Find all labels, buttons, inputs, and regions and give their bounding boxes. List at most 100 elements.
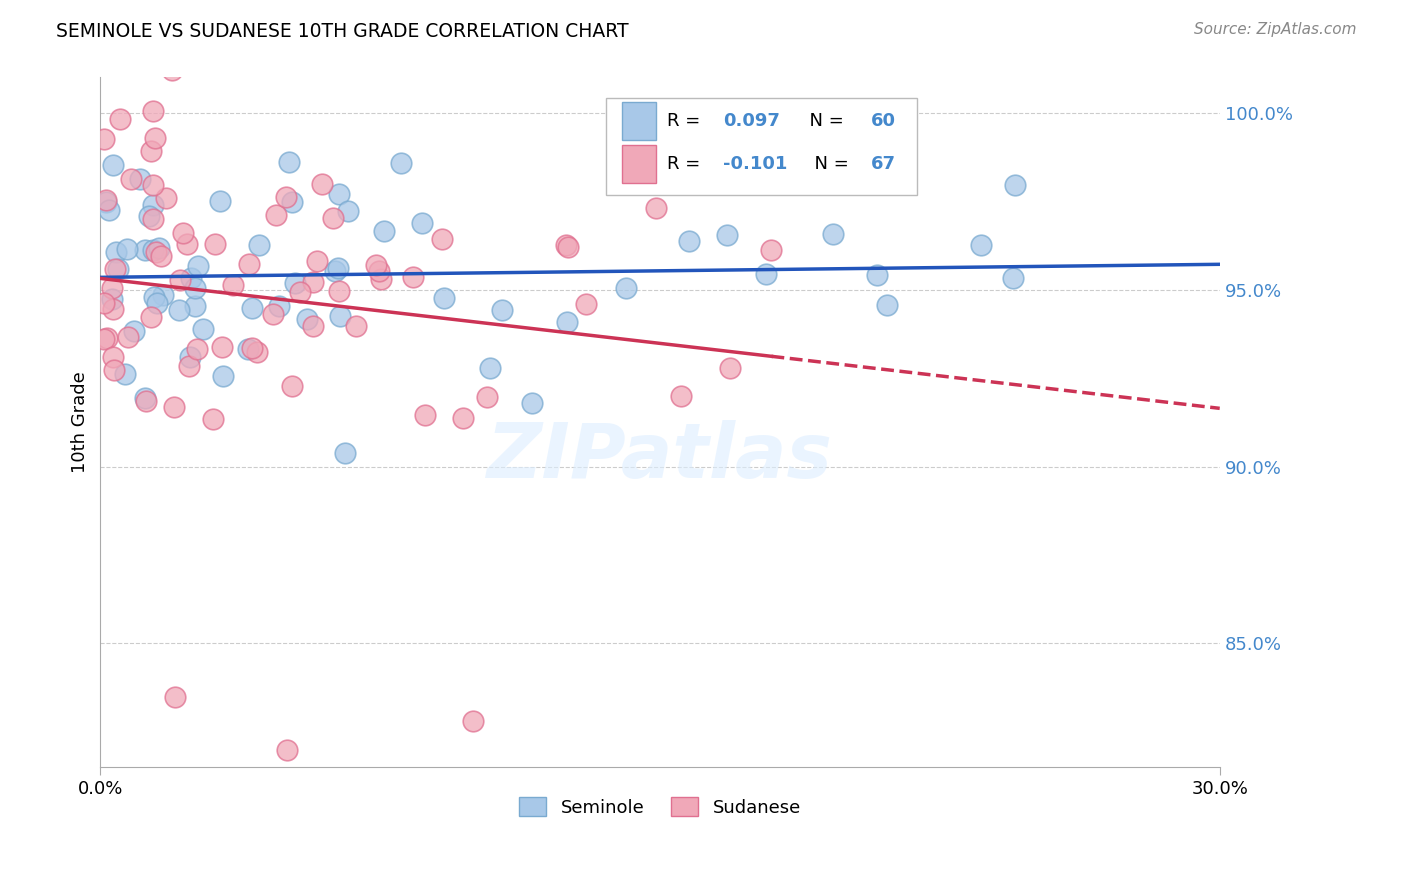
Point [866, 268, 889, 282]
Point [328, 261, 350, 276]
Point [142, 178, 165, 192]
Point [155, 191, 177, 205]
Point [555, 237, 578, 252]
Point [103, 350, 125, 364]
Point [328, 187, 350, 202]
Point [274, 190, 297, 204]
Point [391, 156, 413, 170]
Point [491, 302, 513, 317]
Point [149, 249, 172, 263]
Point [93, 332, 115, 346]
Point [179, 350, 201, 364]
Point [184, 281, 207, 295]
Point [142, 198, 165, 212]
Point [148, 241, 170, 255]
Point [281, 379, 304, 393]
Point [557, 240, 579, 254]
Point [368, 264, 391, 278]
Legend: Seminole, Sudanese: Seminole, Sudanese [512, 790, 808, 824]
Text: 0.097: 0.097 [723, 112, 779, 129]
Point [114, 367, 136, 381]
Point [222, 278, 245, 293]
Point [328, 284, 350, 298]
Point [145, 244, 167, 259]
Point [479, 360, 502, 375]
Point [96, 331, 118, 345]
Point [160, 63, 183, 78]
Point [281, 194, 304, 209]
Text: ZIPatlas: ZIPatlas [486, 420, 832, 494]
Bar [621, 102, 655, 140]
Point [614, 281, 637, 295]
Point [433, 291, 456, 305]
Point [246, 344, 269, 359]
Point [678, 234, 700, 248]
Point [373, 224, 395, 238]
Point [101, 292, 124, 306]
Point [322, 211, 344, 226]
Point [970, 237, 993, 252]
Point [134, 243, 156, 257]
Point [180, 270, 202, 285]
Point [186, 342, 208, 356]
Point [187, 259, 209, 273]
Point [876, 297, 898, 311]
Point [101, 302, 124, 317]
Point [821, 227, 844, 242]
Point [184, 299, 207, 313]
Point [100, 280, 122, 294]
Point [202, 412, 225, 426]
Point [96, 193, 118, 207]
Point [236, 342, 259, 356]
FancyBboxPatch shape [606, 98, 918, 194]
Point [411, 216, 433, 230]
Point [138, 209, 160, 223]
Point [755, 267, 778, 281]
Point [302, 318, 325, 333]
Point [142, 244, 165, 258]
Point [135, 393, 157, 408]
Point [139, 310, 162, 325]
Text: R =: R = [666, 112, 706, 129]
Point [142, 104, 165, 119]
Point [93, 132, 115, 146]
Point [93, 296, 115, 310]
Point [451, 411, 474, 425]
Point [240, 341, 263, 355]
Point [191, 322, 214, 336]
Text: 60: 60 [870, 112, 896, 129]
Point [139, 144, 162, 158]
Point [305, 254, 328, 268]
Point [172, 226, 194, 240]
Point [520, 396, 543, 410]
Point [107, 261, 129, 276]
Point [179, 359, 201, 373]
Point [329, 310, 352, 324]
Point [475, 390, 498, 404]
Text: SEMINOLE VS SUDANESE 10TH GRADE CORRELATION CHART: SEMINOLE VS SUDANESE 10TH GRADE CORRELAT… [56, 22, 628, 41]
Point [288, 285, 311, 300]
Text: -0.101: -0.101 [723, 155, 787, 173]
Point [146, 296, 169, 310]
Point [162, 401, 184, 415]
Point [267, 299, 290, 313]
Point [413, 408, 436, 422]
Point [336, 204, 359, 219]
Point [152, 288, 174, 302]
Point [238, 257, 260, 271]
Point [333, 446, 356, 460]
Point [716, 227, 738, 242]
Point [1001, 271, 1024, 285]
Point [370, 272, 392, 286]
Point [276, 742, 298, 756]
Point [463, 714, 485, 729]
Point [575, 297, 598, 311]
Point [264, 208, 287, 222]
Point [211, 340, 233, 354]
Text: R =: R = [666, 155, 706, 173]
Point [128, 171, 150, 186]
Point [212, 368, 235, 383]
Point [169, 272, 191, 286]
Point [284, 276, 307, 290]
Point [117, 329, 139, 343]
